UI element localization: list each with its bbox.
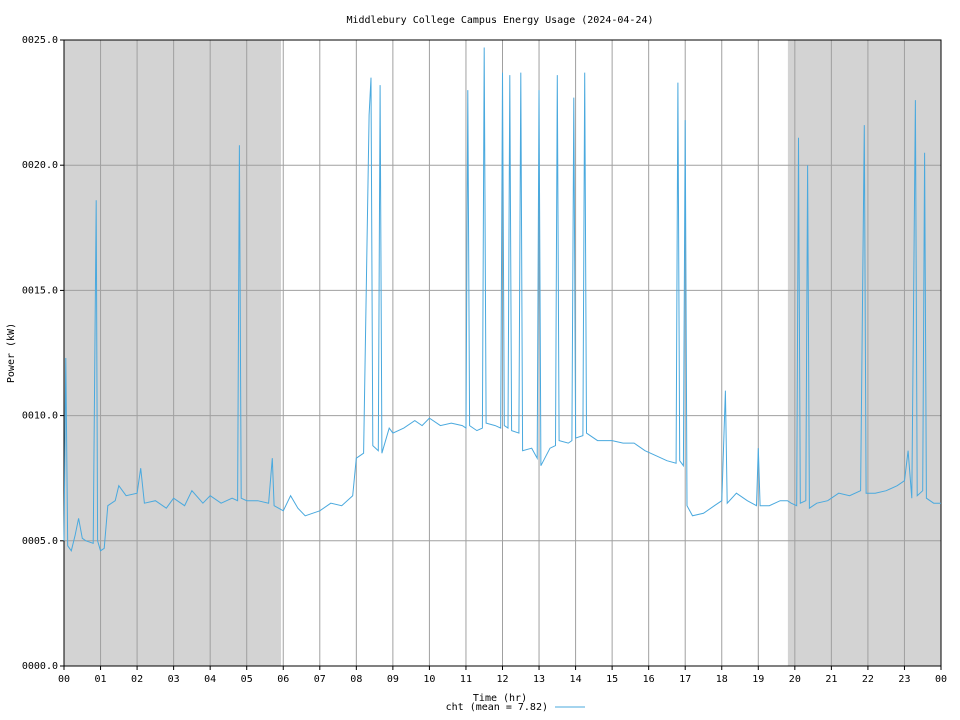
data-line [63,47,941,552]
y-tick-label: 0000.0 [22,661,58,672]
y-axis-label: Power (kW) [6,323,17,383]
x-tick-label: 16 [643,674,655,685]
y-tick-label: 0005.0 [22,536,58,547]
x-tick-label: 00 [58,674,70,685]
y-tick-label: 0020.0 [22,160,58,171]
x-axis-label: Time (hr) [473,693,527,704]
x-tick-label: 00 [935,674,947,685]
legend-label: cht (mean = 7.82) [446,702,548,713]
x-tick-label: 12 [496,674,508,685]
x-tick-label: 21 [825,674,837,685]
y-tick-label: 0015.0 [22,285,58,296]
x-tick-label: 20 [789,674,801,685]
chart-title: Middlebury College Campus Energy Usage (… [346,15,653,26]
x-tick-label: 18 [716,674,728,685]
x-tick-label: 17 [679,674,691,685]
x-tick-label: 10 [423,674,435,685]
x-tick-label: 19 [752,674,764,685]
x-tick-label: 13 [533,674,545,685]
x-tick-label: 09 [387,674,399,685]
y-tick-label: 0025.0 [22,35,58,46]
x-tick-label: 01 [95,674,107,685]
y-tick-label: 0010.0 [22,411,58,422]
x-tick-label: 05 [241,674,253,685]
x-tick-label: 03 [168,674,180,685]
x-tick-label: 14 [570,674,582,685]
x-tick-label: 07 [314,674,326,685]
x-tick-label: 02 [131,674,143,685]
x-tick-label: 11 [460,674,472,685]
x-tick-label: 06 [277,674,289,685]
x-tick-label: 04 [204,674,216,685]
x-tick-label: 22 [862,674,874,685]
plot-border [63,39,942,667]
x-tick-label: 23 [898,674,910,685]
x-tick-label: 15 [606,674,618,685]
x-tick-label: 08 [350,674,362,685]
